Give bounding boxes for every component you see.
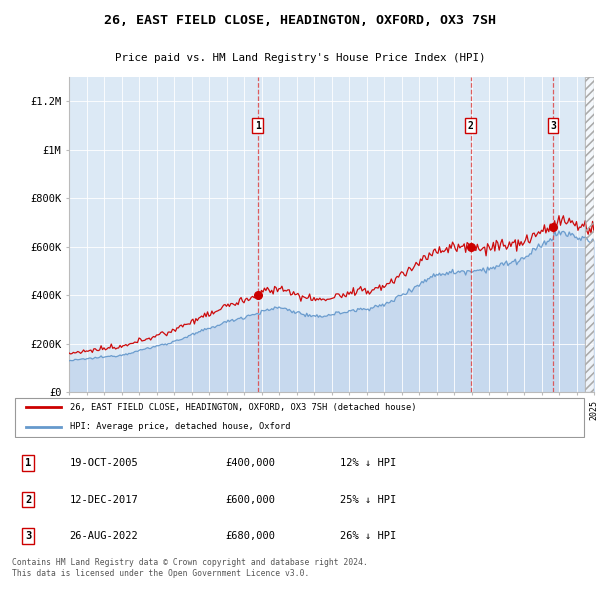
Text: HPI: Average price, detached house, Oxford: HPI: Average price, detached house, Oxfo… — [70, 422, 290, 431]
Text: 26% ↓ HPI: 26% ↓ HPI — [340, 531, 397, 541]
Text: 3: 3 — [550, 120, 556, 130]
Text: 1: 1 — [25, 458, 31, 468]
Text: £600,000: £600,000 — [225, 494, 275, 504]
Text: 26, EAST FIELD CLOSE, HEADINGTON, OXFORD, OX3 7SH (detached house): 26, EAST FIELD CLOSE, HEADINGTON, OXFORD… — [70, 403, 416, 412]
Text: 26, EAST FIELD CLOSE, HEADINGTON, OXFORD, OX3 7SH: 26, EAST FIELD CLOSE, HEADINGTON, OXFORD… — [104, 14, 496, 27]
Text: 1: 1 — [255, 120, 261, 130]
Text: £400,000: £400,000 — [225, 458, 275, 468]
Text: 25% ↓ HPI: 25% ↓ HPI — [340, 494, 397, 504]
Text: 19-OCT-2005: 19-OCT-2005 — [70, 458, 139, 468]
Text: 12% ↓ HPI: 12% ↓ HPI — [340, 458, 397, 468]
Text: 3: 3 — [25, 531, 31, 541]
Text: 2: 2 — [467, 120, 473, 130]
FancyBboxPatch shape — [15, 398, 584, 437]
Text: Contains HM Land Registry data © Crown copyright and database right 2024.
This d: Contains HM Land Registry data © Crown c… — [12, 558, 368, 578]
Text: £680,000: £680,000 — [225, 531, 275, 541]
Text: Price paid vs. HM Land Registry's House Price Index (HPI): Price paid vs. HM Land Registry's House … — [115, 53, 485, 63]
Text: 26-AUG-2022: 26-AUG-2022 — [70, 531, 139, 541]
Text: 2: 2 — [25, 494, 31, 504]
Text: 12-DEC-2017: 12-DEC-2017 — [70, 494, 139, 504]
Bar — [585, 77, 594, 392]
Bar — [585, 77, 594, 392]
